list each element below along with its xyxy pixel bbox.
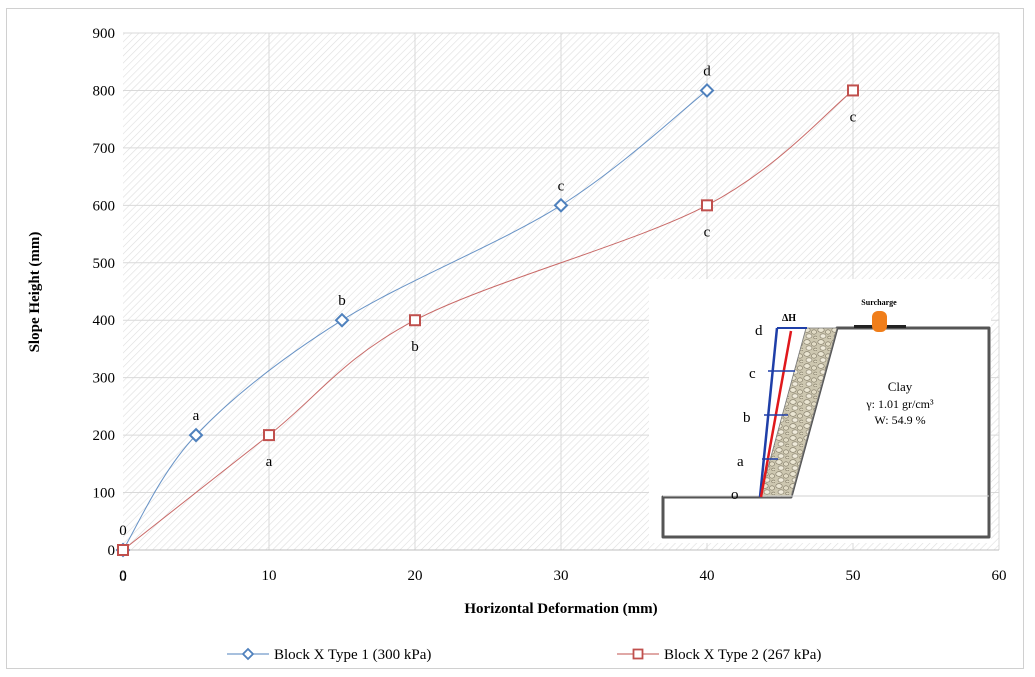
- y-tick-label-700: 700: [93, 141, 116, 157]
- initial-profile-line: [759, 330, 793, 498]
- water-content-label: W: 54.9 %: [874, 413, 925, 427]
- legend-item-series-1: Block X Type 1 (300 kPa): [227, 647, 431, 663]
- series-2-data-label-3: c: [704, 224, 711, 240]
- level-label-o: o: [731, 487, 739, 503]
- y-axis-title: Slope Height (mm): [27, 232, 43, 353]
- surcharge-weight: [872, 311, 887, 332]
- series-2-point-0: [117, 544, 129, 556]
- x-tick-label-60: 60: [992, 568, 1007, 584]
- legend-diamond-marker: [241, 647, 255, 661]
- series-1-data-label-2: b: [338, 293, 346, 309]
- series-1-line: [122, 90, 708, 551]
- soil-label: Clay: [888, 379, 913, 394]
- y-tick-label-200: 200: [93, 428, 116, 444]
- series-2-data-label-1: a: [266, 454, 273, 470]
- y-tick-label-0: 0: [108, 543, 116, 559]
- x-tick-label-50: 50: [846, 568, 861, 584]
- x-axis-ticks: 0 10 20 30 40 50 60: [119, 568, 1006, 584]
- series-2-data-label-0: 0: [119, 569, 127, 585]
- series-1-data-label-3: c: [558, 178, 565, 194]
- series-1-point-2: [334, 312, 350, 328]
- legend-item-series-2: Block X Type 2 (267 kPa): [617, 647, 821, 663]
- series-2-point-4: [847, 84, 859, 97]
- gridlines: [123, 32, 1000, 550]
- y-tick-label-300: 300: [93, 371, 116, 387]
- series-2-point-1: [263, 429, 275, 442]
- level-label-c: c: [749, 366, 756, 382]
- series-1-data-label-0: 0: [119, 523, 127, 539]
- series-2-data-label-2: b: [411, 339, 419, 355]
- series-1-point-3: [553, 197, 569, 213]
- gravel-facing: [759, 327, 838, 498]
- series-2-point-2: [409, 314, 421, 327]
- legend: Block X Type 1 (300 kPa) Block X Type 2 …: [227, 647, 821, 663]
- series-2-data-label-4: c: [850, 109, 857, 125]
- y-tick-label-800: 800: [93, 83, 116, 99]
- x-tick-label-40: 40: [700, 568, 715, 584]
- unit-weight-label: γ: 1.01 gr/cm³: [865, 397, 934, 411]
- delta-h-label: ΔH: [782, 313, 796, 324]
- series-2: 0 a b c c: [117, 84, 859, 585]
- series-2-point-3: [701, 199, 713, 212]
- y-tick-label-100: 100: [93, 486, 116, 502]
- x-tick-label-30: 30: [554, 568, 569, 584]
- series-1-data-label-1: a: [193, 408, 200, 424]
- level-label-d: d: [755, 323, 763, 339]
- chart-frame: 0 100 200 300 400 500 600 700 800 900 0 10 20 30 40 50…: [6, 8, 1024, 669]
- series-1-point-1: [188, 427, 204, 443]
- series-2-line: [122, 90, 854, 551]
- y-tick-label-600: 600: [93, 198, 116, 214]
- series-1-data-label-4: d: [703, 63, 711, 79]
- level-label-b: b: [743, 410, 751, 426]
- inset-diagram: d c b a o ΔH Surcharge Clay γ: 1.01 gr/c…: [649, 279, 991, 543]
- level-label-a: a: [737, 454, 744, 470]
- series-layer: 0 a b c d 0 a b c c: [115, 63, 859, 585]
- legend-label-series-2: Block X Type 2 (267 kPa): [664, 647, 821, 663]
- deformed-profile-line: [758, 327, 779, 498]
- y-tick-label-500: 500: [93, 256, 116, 272]
- x-tick-label-10: 10: [262, 568, 277, 584]
- y-tick-label-900: 900: [93, 26, 116, 42]
- legend-label-series-1: Block X Type 1 (300 kPa): [274, 647, 431, 663]
- x-tick-label-20: 20: [408, 568, 423, 584]
- y-axis-ticks: 0 100 200 300 400 500 600 700 800 900: [93, 26, 116, 559]
- y-tick-label-400: 400: [93, 313, 116, 329]
- x-tick-label-0: 0: [119, 568, 127, 584]
- series-1-point-4: [699, 83, 715, 98]
- legend-square-marker: [632, 648, 644, 660]
- surcharge-label: Surcharge: [861, 298, 897, 307]
- x-axis-title: Horizontal Deformation (mm): [464, 601, 657, 617]
